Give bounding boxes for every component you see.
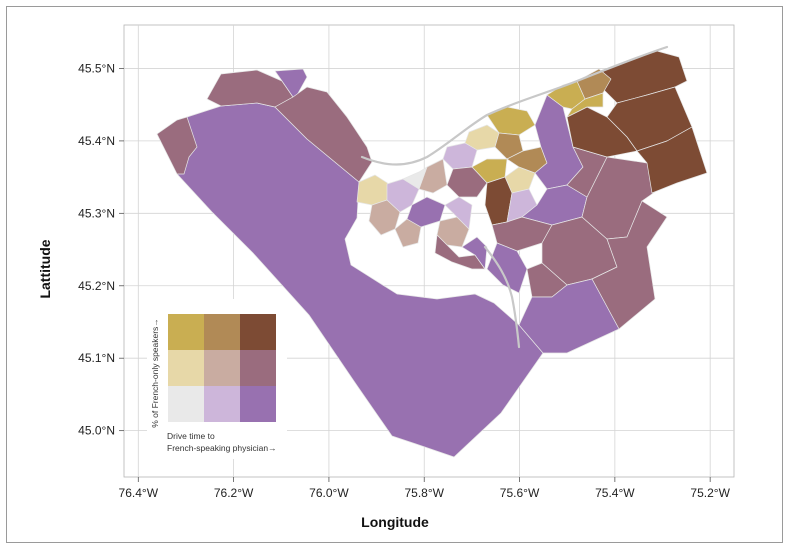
- legend-cell-1-2: [240, 350, 276, 386]
- legend-cell-0-0: [168, 314, 204, 350]
- y-tick-label-4: 45.1°N: [78, 351, 115, 365]
- y-tick-label-1: 45.4°N: [78, 134, 115, 148]
- region-nr-3[interactable]: [566, 92, 604, 118]
- legend-x-label-line1: Drive time to: [167, 431, 215, 441]
- y-tick-label-3: 45.2°N: [78, 279, 115, 293]
- region-wc-8[interactable]: [444, 196, 473, 230]
- legend-cell-1-1: [204, 350, 240, 386]
- legend-cell-2-0: [168, 386, 204, 422]
- region-se-4[interactable]: [591, 200, 668, 330]
- legend-grid: [168, 314, 276, 422]
- y-tick-label-5: 45.0°N: [78, 424, 115, 438]
- x-tick-label-6: 75.2°W: [690, 486, 730, 500]
- x-axis-title: Longitude: [361, 514, 429, 530]
- region-far-west-1[interactable]: [156, 116, 198, 175]
- legend-cell-2-2: [240, 386, 276, 422]
- rivers: [360, 45, 669, 349]
- x-tick-label-0: 76.4°W: [119, 486, 159, 500]
- legend-cell-1-0: [168, 350, 204, 386]
- map-frame: 76.4°W 76.2°W 76.0°W 75.8°W 75.6°W 75.4°W 75.2…: [6, 6, 783, 543]
- region-ec-4[interactable]: [486, 242, 528, 294]
- x-tick-label-2: 76.0°W: [309, 486, 349, 500]
- map-regions: [156, 50, 708, 458]
- legend-cell-0-2: [240, 314, 276, 350]
- region-c-4[interactable]: [442, 142, 478, 170]
- bivariate-legend: % of French-only speakers→ Drive time to…: [147, 299, 287, 459]
- region-se-5[interactable]: [518, 278, 620, 354]
- region-ne-3[interactable]: [636, 126, 708, 194]
- region-wc-1[interactable]: [356, 174, 390, 206]
- region-wc-3[interactable]: [394, 218, 422, 248]
- x-tick-label-5: 75.4°W: [595, 486, 635, 500]
- y-tick-label-0: 45.5°N: [78, 61, 115, 75]
- region-wc-9[interactable]: [461, 236, 488, 270]
- rideau-river: [483, 245, 521, 349]
- bivariate-choropleth-map: 76.4°W 76.2°W 76.0°W 75.8°W 75.6°W 75.4°W 75.2…: [37, 24, 735, 530]
- y-axis-title: Lattitude: [37, 239, 53, 298]
- axis-labels: 76.4°W 76.2°W 76.0°W 75.8°W 75.6°W 75.4°W 75.2…: [78, 61, 730, 500]
- ottawa-river: [360, 45, 669, 166]
- legend-cell-0-1: [204, 314, 240, 350]
- x-tick-label-1: 76.2°W: [214, 486, 254, 500]
- legend-cell-2-1: [204, 386, 240, 422]
- region-ne-4[interactable]: [566, 106, 638, 158]
- legend-y-label: % of French-only speakers→: [150, 318, 160, 428]
- region-c-10[interactable]: [402, 166, 428, 190]
- x-tick-label-4: 75.6°W: [500, 486, 540, 500]
- legend-x-label-line2: French-speaking physician→: [167, 443, 277, 453]
- plot-border: [123, 24, 735, 478]
- y-tick-label-2: 45.3°N: [78, 206, 115, 220]
- region-north-strip[interactable]: [274, 86, 373, 183]
- region-ec-3[interactable]: [491, 216, 553, 252]
- x-tick-label-3: 75.8°W: [404, 486, 444, 500]
